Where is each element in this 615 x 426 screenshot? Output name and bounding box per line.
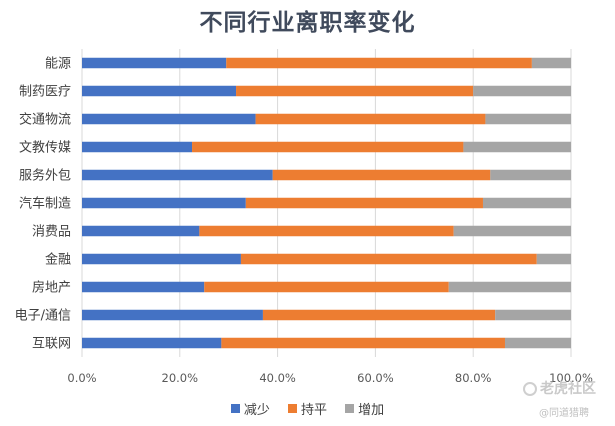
bar-segment-3-2: [463, 141, 571, 153]
bar-segment-1-1: [236, 85, 474, 97]
watermark-sub-text: @同道猎聘: [539, 408, 589, 419]
bar-segment-0-0: [82, 57, 227, 69]
bar-segment-3-1: [192, 141, 464, 153]
category-label: 能源: [45, 57, 71, 72]
category-label: 互联网: [32, 337, 71, 352]
legend-label-flat: 持平: [300, 403, 327, 418]
bar-segment-8-2: [448, 281, 571, 293]
watermark-logo-icon: [523, 381, 537, 396]
bar-segment-7-0: [82, 253, 241, 265]
category-label: 服务外包: [19, 168, 71, 184]
bar-segment-0-1: [226, 57, 532, 69]
bar-segment-6-1: [199, 225, 454, 237]
legend-item-increase: 增加: [345, 399, 384, 418]
x-tick-label: 40.0%: [259, 371, 296, 385]
legend-swatch-increase: [345, 404, 355, 413]
x-tick-label: 0.0%: [67, 371, 96, 385]
x-tick-label: 20.0%: [162, 371, 199, 385]
bar-segment-4-0: [82, 169, 273, 181]
category-label: 制药医疗: [19, 85, 71, 100]
bar-segment-2-1: [255, 113, 486, 125]
bar-segment-1-0: [82, 85, 237, 97]
legend: 减少 持平 增加: [0, 399, 615, 418]
bar-segment-7-1: [240, 253, 537, 265]
legend-label-increase: 增加: [358, 403, 385, 418]
bar-segment-4-2: [490, 169, 571, 181]
bar-segment-10-0: [82, 337, 222, 349]
watermark: 老虎社区 @同道猎聘: [523, 378, 596, 419]
bar-segment-4-1: [272, 169, 491, 181]
bar-segment-3-0: [82, 141, 193, 153]
legend-item-decrease: 减少: [230, 399, 270, 418]
bar-segment-8-1: [204, 281, 449, 293]
bar-segment-5-1: [245, 197, 483, 209]
bar-segment-1-2: [473, 85, 571, 97]
bar-segment-0-2: [531, 57, 571, 69]
category-label: 消费品: [32, 225, 71, 240]
bar-segment-9-1: [262, 309, 496, 321]
bar-segment-9-2: [495, 309, 571, 321]
x-tick-label: 100.0%: [549, 371, 593, 385]
bar-segment-10-1: [221, 337, 505, 349]
category-label: 交通物流: [19, 112, 71, 128]
bars: [82, 57, 571, 349]
axis-labels: 0.0% 20.0% 40.0% 60.0% 80.0% 100.0% 能源制药医疗交通物流…: [15, 57, 593, 386]
bar-segment-6-2: [453, 225, 571, 237]
chart-title: 不同行业离职率变化: [199, 10, 416, 36]
watermark-main-text: 老虎社区: [540, 381, 596, 397]
bar-segment-10-2: [504, 337, 571, 349]
bar-segment-8-0: [82, 281, 205, 293]
bar-segment-9-0: [82, 309, 263, 321]
x-tick-label: 80.0%: [455, 371, 492, 385]
legend-swatch-flat: [287, 404, 297, 413]
bar-segment-5-2: [482, 197, 571, 209]
bar-segment-7-2: [536, 253, 571, 265]
category-label: 汽车制造: [19, 196, 71, 212]
legend-item-flat: 持平: [287, 399, 327, 418]
category-label: 文教传媒: [19, 140, 71, 156]
category-label: 金融: [45, 252, 71, 268]
category-label: 房地产: [32, 280, 71, 296]
category-label: 电子/通信: [15, 309, 71, 324]
bar-segment-6-0: [82, 225, 200, 237]
legend-label-decrease: 减少: [243, 403, 270, 418]
bar-segment-2-0: [82, 113, 256, 125]
bar-segment-2-2: [485, 113, 571, 125]
legend-swatch-decrease: [230, 404, 240, 413]
bar-segment-5-0: [82, 197, 246, 209]
x-tick-label: 60.0%: [357, 371, 394, 385]
